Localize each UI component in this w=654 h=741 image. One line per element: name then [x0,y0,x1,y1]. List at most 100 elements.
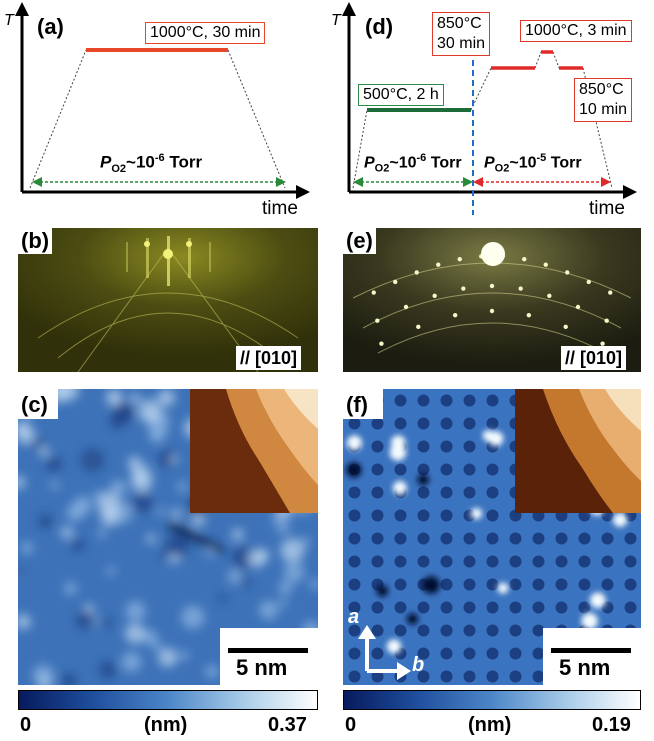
stm-feature [227,569,242,584]
pl-unit: Torr [426,154,462,172]
stm-inset-f [515,389,641,513]
rheed-spot [393,279,398,285]
x-axis-label-d: time [589,198,625,219]
pr-p: P [484,154,495,172]
box-850c-10-line1: 850°C [579,81,624,98]
stm-feature [121,652,142,673]
stm-feature [176,481,188,493]
pressure-val: ~10 [126,152,155,172]
pressure-label-a: PO2~10-6 Torr [100,152,202,175]
hold-box-a: 1000°C, 30 min [145,22,266,44]
pl-sub: O2 [374,162,390,175]
stm-feature [232,546,255,570]
stm-feature [127,456,141,470]
stm-feature [166,533,190,557]
stm-feature [148,427,165,444]
stm-feature [61,673,77,685]
stm-feature [146,534,156,544]
box-850c-10min: 850°C 10 min [574,78,633,122]
pl-exp: -6 [416,152,427,164]
colorbar-left-unit: (nm) [144,714,188,736]
rheed-spot [457,256,462,262]
stm-feature [218,594,227,603]
panel-label-f: (f) [343,392,371,418]
y-axis-label-a: T [4,12,14,29]
stm-adatom [389,444,407,461]
rheed-spot [371,290,376,295]
rheed-spot [518,286,523,291]
stm-feature [280,538,305,563]
stm-feature [129,393,141,404]
rheed-spot [543,262,548,267]
rheed-spot [489,308,495,314]
stm-feature [80,448,105,472]
stm-feature [125,623,146,644]
stm-feature [161,412,170,421]
box-1000c-text: 1000°C, 3 min [525,22,627,39]
stm-feature [20,541,33,555]
rheed-spot [604,318,609,323]
colorbar-left [18,690,318,710]
stm-feature [160,550,171,560]
rheed-spot [608,290,613,295]
rheed-spot [586,279,591,285]
stm-adatom [392,480,407,495]
box-500c: 500°C, 2 h [358,84,444,106]
stm-feature [169,455,178,464]
stm-feature [45,456,62,472]
colorbar-right [343,690,641,710]
panel-label-d: (d) [362,14,397,40]
stm-feature [18,567,24,578]
crystal-axis-a-label: a [348,606,360,628]
x-axis-label-a: time [262,198,298,219]
rheed-spot [600,341,605,346]
pressure-label-d-left: PO2~10-6 Torr [364,152,462,175]
stm-feature [109,479,127,497]
rheed-spot [403,304,409,310]
box-850c-30min: 850°C 30 min [432,12,491,56]
temperature-profile-a [15,2,310,199]
stm-feature [309,578,318,590]
stm-feature [106,566,116,576]
stm-feature [181,605,205,629]
stm-feature [278,598,288,608]
box-850c-line1: 850°C [437,15,482,32]
stm-feature [38,514,53,529]
stm-feature [157,507,166,516]
stm-feature [131,492,153,513]
box-1000c-3min: 1000°C, 3 min [520,20,632,42]
scale-label-f: 5 nm [559,655,611,680]
stm-feature [71,538,85,552]
y-axis-label-d: T [331,12,341,29]
rheed-spot [565,270,570,275]
rheed-spot [375,318,380,323]
stm-feature [158,647,178,667]
rheed-spot [563,324,568,330]
orientation-label-b: // [010] [236,346,302,370]
stm-feature [118,408,129,419]
stm-feature [179,650,189,661]
stm-feature [205,548,215,558]
colorbar-right-unit: (nm) [468,714,512,736]
stm-feature [38,446,49,457]
stm-feature [171,508,182,519]
pressure-label-d-right: PO2~10-5 Torr [484,152,582,175]
stm-feature [18,475,26,489]
box-850c-line2: 30 min [437,35,486,52]
stm-feature [18,614,31,630]
rheed-spot [414,270,419,275]
panel-label-e: (e) [343,228,376,254]
stm-feature [142,629,158,645]
stm-feature [60,526,73,539]
stm-adatom [346,462,362,478]
stm-defect [166,521,225,554]
stm-adatom [406,613,418,625]
stm-adatom [386,639,402,654]
stm-adatom [482,430,494,442]
panel-label-c: (c) [18,392,51,418]
stm-feature [64,582,77,595]
stm-adatom [470,507,483,520]
stm-feature [50,480,60,490]
stm-feature [259,600,279,620]
stm-feature [272,514,282,525]
